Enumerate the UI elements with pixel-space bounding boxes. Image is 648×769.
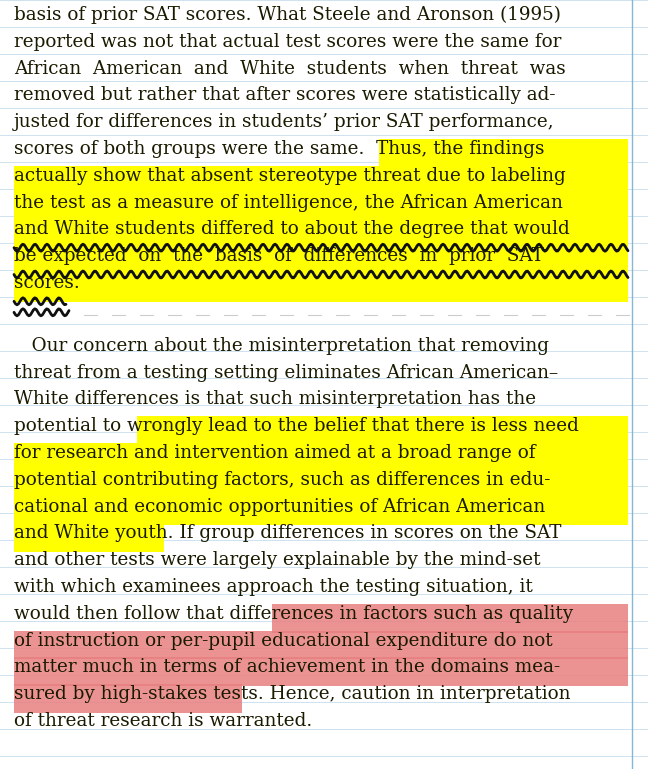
Text: basis of prior SAT scores. What Steele and Aronson (1995): basis of prior SAT scores. What Steele a…: [14, 6, 561, 25]
Text: actually show that absent stereotype threat due to labeling: actually show that absent stereotype thr…: [14, 167, 566, 185]
Text: removed but rather that after scores were statistically ad-: removed but rather that after scores wer…: [14, 86, 555, 105]
Bar: [14, 246, 628, 275]
Bar: [137, 416, 628, 445]
Bar: [14, 166, 628, 195]
Text: scores.: scores.: [14, 274, 80, 292]
Text: be expected  on  the  basis  of  differences  in  prior  SAT: be expected on the basis of differences …: [14, 247, 544, 265]
Bar: [14, 470, 628, 498]
Text: potential to wrongly lead to the belief that there is less need: potential to wrongly lead to the belief …: [14, 418, 579, 435]
Text: matter much in terms of achievement in the domains mea-: matter much in terms of achievement in t…: [14, 658, 560, 677]
Bar: [379, 139, 628, 168]
Bar: [14, 192, 628, 221]
Text: of threat research is warranted.: of threat research is warranted.: [14, 712, 312, 730]
Bar: [14, 497, 628, 525]
Bar: [14, 524, 165, 552]
Text: African  American  and  White  students  when  threat  was: African American and White students when…: [14, 60, 566, 78]
Bar: [14, 443, 628, 472]
Bar: [14, 273, 628, 301]
Text: and White students differed to about the degree that would: and White students differed to about the…: [14, 221, 570, 238]
Bar: [14, 219, 628, 248]
Bar: [14, 631, 628, 659]
Text: and other tests were largely explainable by the mind-set: and other tests were largely explainable…: [14, 551, 540, 569]
Text: scores of both groups were the same.  Thus, the findings: scores of both groups were the same. Thu…: [14, 140, 544, 158]
Text: potential contributing factors, such as differences in edu-: potential contributing factors, such as …: [14, 471, 550, 489]
Text: sured by high-stakes tests. Hence, caution in interpretation: sured by high-stakes tests. Hence, cauti…: [14, 685, 570, 703]
Text: and White youth. If group differences in scores on the SAT: and White youth. If group differences in…: [14, 524, 561, 542]
Text: for research and intervention aimed at a broad range of: for research and intervention aimed at a…: [14, 444, 535, 462]
Text: White differences is that such misinterpretation has the: White differences is that such misinterp…: [14, 391, 536, 408]
Text: justed for differences in students’ prior SAT performance,: justed for differences in students’ prio…: [14, 113, 555, 131]
Text: of instruction or per-pupil educational expenditure do not: of instruction or per-pupil educational …: [14, 631, 553, 650]
Text: threat from a testing setting eliminates African American–: threat from a testing setting eliminates…: [14, 364, 558, 381]
Bar: [272, 604, 628, 633]
Text: the test as a measure of intelligence, the African American: the test as a measure of intelligence, t…: [14, 194, 563, 211]
Text: would then follow that differences in factors such as quality: would then follow that differences in fa…: [14, 604, 573, 623]
Text: with which examinees approach the testing situation, it: with which examinees approach the testin…: [14, 578, 533, 596]
Bar: [14, 684, 242, 713]
Text: cational and economic opportunities of African American: cational and economic opportunities of A…: [14, 498, 545, 515]
Text: reported was not that actual test scores were the same for: reported was not that actual test scores…: [14, 33, 561, 51]
Text: Our concern about the misinterpretation that removing: Our concern about the misinterpretation …: [14, 337, 549, 355]
Bar: [14, 657, 628, 686]
